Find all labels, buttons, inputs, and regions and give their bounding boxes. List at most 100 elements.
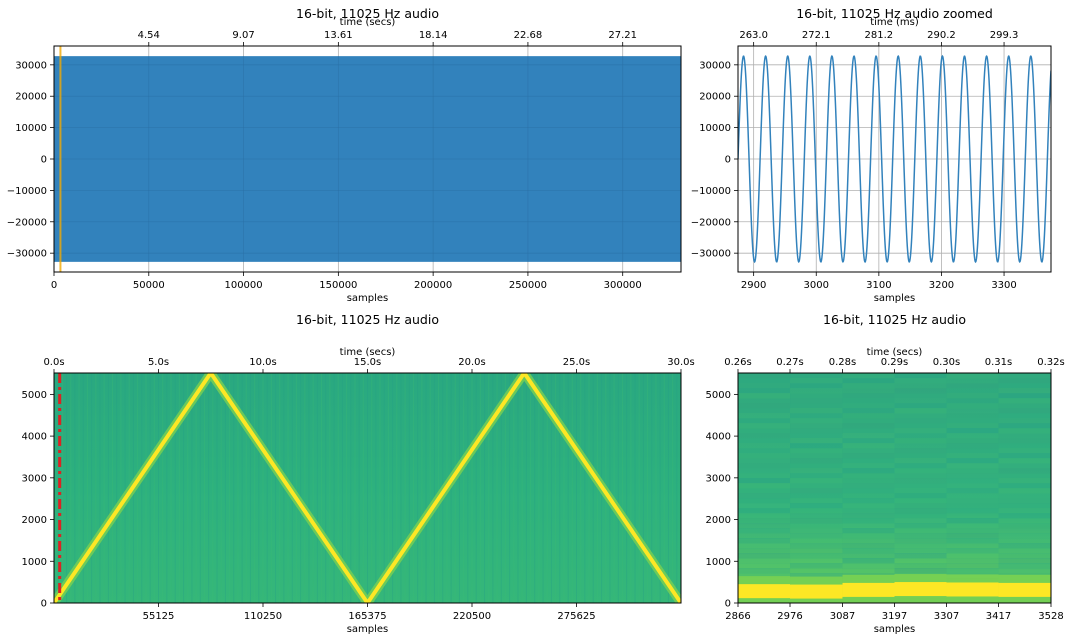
spectrogram-cell	[842, 388, 895, 394]
spectrogram-cell	[842, 468, 895, 474]
top-tick-label: 22.68	[514, 30, 543, 41]
sweep-ridge	[54, 373, 681, 603]
spectrogram-cell	[842, 473, 895, 479]
spectrogram-x-axis-label: samples	[347, 624, 389, 635]
spectrogram-cell	[894, 448, 947, 454]
y-tick-label: 2000	[22, 515, 47, 526]
spectrogram-cell	[738, 533, 791, 539]
spectrogram-cell	[946, 458, 999, 464]
spectrogram-title: 16-bit, 11025 Hz audio	[296, 312, 439, 327]
spectrogram-cell	[790, 488, 843, 494]
spectrogram-cell	[946, 438, 999, 444]
spectrogram-cell	[842, 533, 895, 539]
spectrogram-cell	[946, 393, 999, 399]
spectrogram-cell	[998, 443, 1051, 449]
spectrogram-cell	[790, 403, 843, 409]
spectrogram-cell	[842, 443, 895, 449]
spectrogram-cell	[946, 543, 999, 549]
top-tick-label: 30.0s	[667, 357, 694, 368]
spectrogram-cell	[738, 478, 791, 484]
spectrogram-cell	[894, 503, 947, 509]
spectrogram-cell	[894, 513, 947, 519]
spectrogram-cell	[998, 493, 1051, 499]
spectrogram-cell	[946, 523, 999, 529]
spectrogram-cell	[790, 373, 843, 379]
spectrogram-cell	[998, 568, 1051, 574]
zoomed-spectrogram-panel: 16-bit, 11025 Hz audio time (secs) 2866 2…	[706, 312, 1065, 635]
y-tick-label: 20000	[15, 92, 47, 103]
spectrogram-cell	[946, 453, 999, 459]
spectrogram-cell	[946, 373, 999, 379]
spectrogram-cell	[946, 388, 999, 394]
spectrogram-cell	[738, 373, 791, 379]
spectrogram-cell	[946, 448, 999, 454]
spectrogram-cell	[894, 418, 947, 424]
spectrogram-cell	[998, 528, 1051, 534]
spectrogram-cell	[998, 438, 1051, 444]
y-tick-label: 10000	[699, 123, 731, 134]
spectrogram-cell	[894, 568, 947, 574]
spectrogram-cell	[790, 548, 843, 554]
x-tick-label: 150000	[319, 280, 357, 291]
spectrogram-cell	[790, 463, 843, 469]
top-tick-label: 0.31s	[985, 357, 1012, 368]
spectrogram-cell	[998, 403, 1051, 409]
zoomed-title: 16-bit, 11025 Hz audio zoomed	[796, 6, 993, 21]
spectrogram-cell	[946, 378, 999, 384]
waveform-panel: 16-bit, 11025 Hz audio time (secs) 0 5000…	[7, 6, 682, 304]
spectrogram-cell	[790, 568, 843, 574]
zoomed-spectrogram-title: 16-bit, 11025 Hz audio	[823, 312, 966, 327]
spectrogram-cell	[842, 478, 895, 484]
top-tick-label: 15.0s	[354, 357, 381, 368]
spectrogram-cell	[842, 498, 895, 504]
waveform-x-axis-label: samples	[347, 293, 389, 304]
y-tick-label: −20000	[7, 217, 47, 228]
y-tick-label: 5000	[706, 390, 731, 401]
spectrogram-cell	[946, 413, 999, 419]
x-tick-label: 3417	[986, 611, 1011, 622]
spectrogram-cell	[790, 553, 843, 559]
spectrogram-cell	[842, 378, 895, 384]
spectrogram-cell	[998, 383, 1051, 389]
spectrogram-cell	[894, 548, 947, 554]
spectrogram-cell	[738, 423, 791, 429]
spectrogram-cell	[790, 538, 843, 544]
top-tick-label: 0.0s	[43, 357, 64, 368]
frame-ridge	[738, 584, 791, 599]
x-tick-label: 50000	[133, 280, 165, 291]
spectrogram-cell	[790, 483, 843, 489]
x-tick-label: 200000	[414, 280, 452, 291]
x-tick-label: 100000	[224, 280, 262, 291]
spectrogram-cell	[738, 438, 791, 444]
spectrogram-cell	[738, 543, 791, 549]
spectrogram-cell	[842, 448, 895, 454]
spectrogram-cell	[790, 498, 843, 504]
spectrogram-cell	[738, 398, 791, 404]
x-tick-label: 110250	[244, 611, 282, 622]
top-tick-label: 0.30s	[933, 357, 960, 368]
y-tick-label: 3000	[706, 473, 731, 484]
spectrogram-cell	[998, 408, 1051, 414]
y-tick-label: 1000	[706, 557, 731, 568]
spectrogram-cell	[894, 383, 947, 389]
spectrogram-cell	[946, 533, 999, 539]
zoomed-x-axis-label: samples	[874, 293, 916, 304]
spectrogram-cell	[946, 493, 999, 499]
spectrogram-cell	[998, 518, 1051, 524]
y-tick-label: 10000	[15, 123, 47, 134]
spectrogram-cell	[842, 538, 895, 544]
zoomed-top-axis-label: time (ms)	[870, 17, 919, 28]
spectrogram-cell	[738, 463, 791, 469]
spectrogram-cell	[894, 533, 947, 539]
spectrogram-cell	[894, 543, 947, 549]
spectrogram-cell	[894, 493, 947, 499]
spectrogram-cell	[998, 463, 1051, 469]
spectrogram-cell	[842, 398, 895, 404]
spectrogram-cell	[738, 503, 791, 509]
spectrogram-cell	[998, 398, 1051, 404]
spectrogram-cell	[998, 533, 1051, 539]
spectrogram-cell	[842, 373, 895, 379]
spectrogram-cell	[998, 543, 1051, 549]
spectrogram-cell	[738, 488, 791, 494]
spectrogram-cell	[738, 468, 791, 474]
